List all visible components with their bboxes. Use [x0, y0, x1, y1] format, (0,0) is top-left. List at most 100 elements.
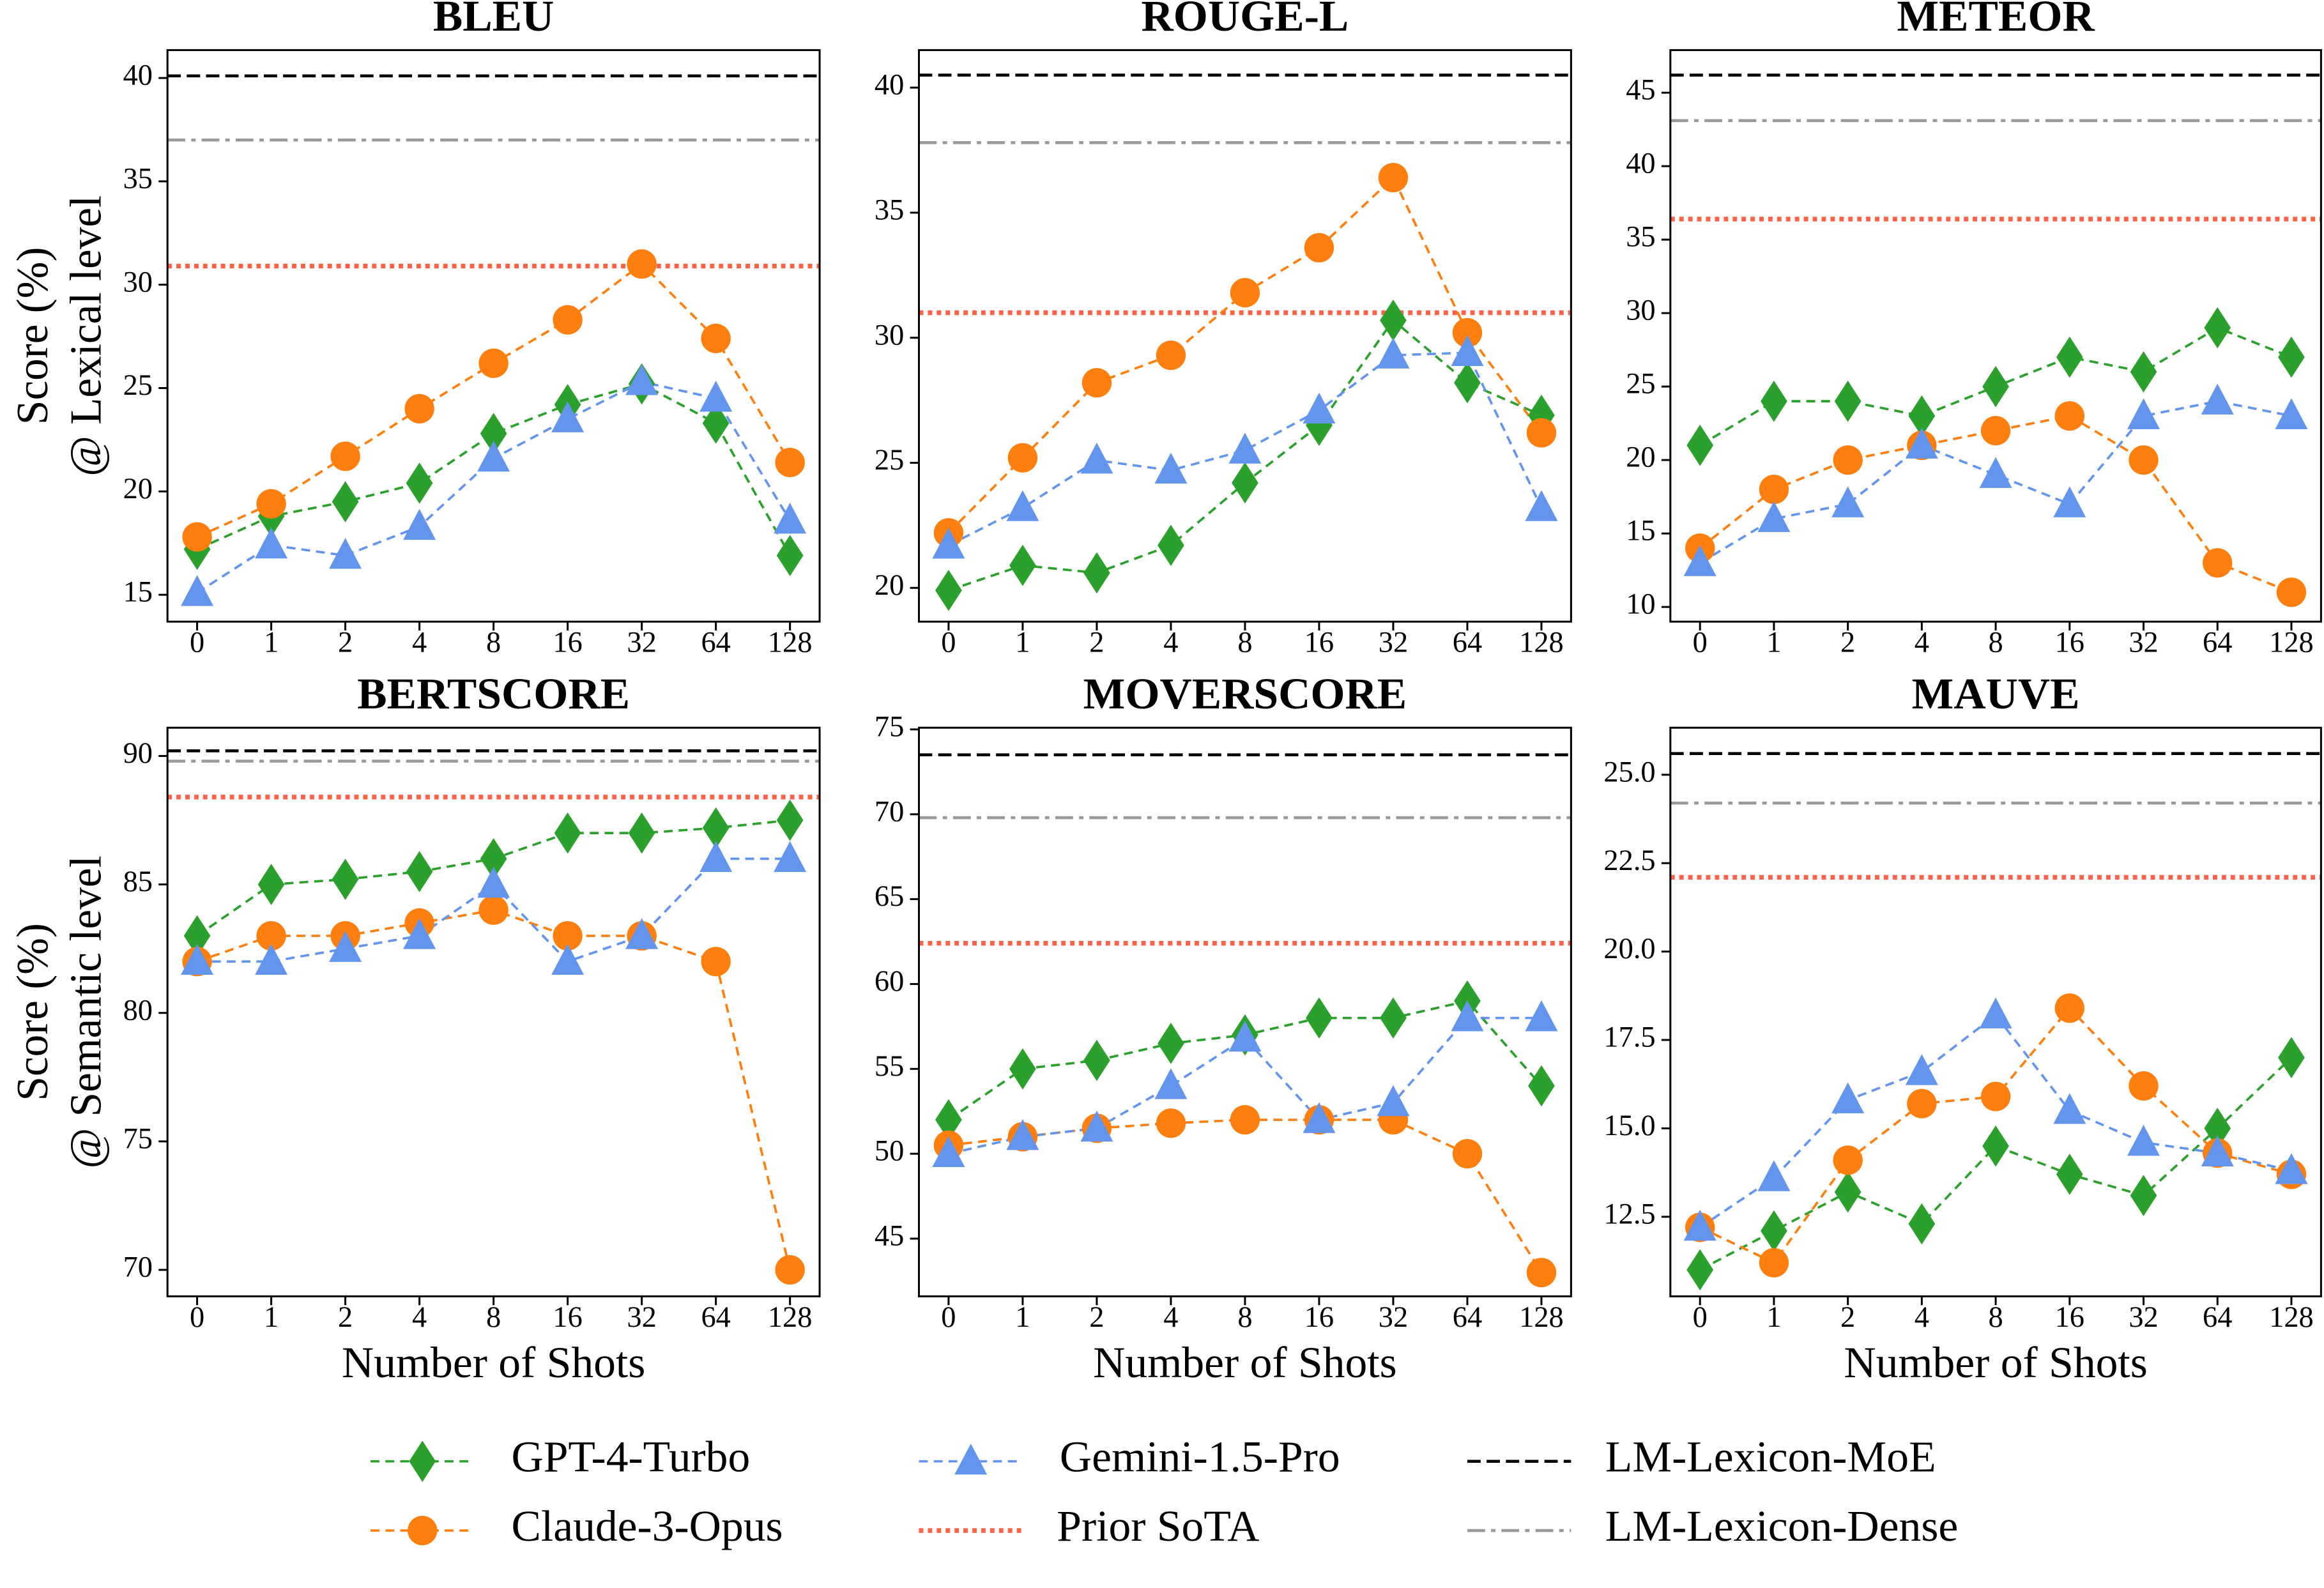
marker: [1228, 1020, 1262, 1052]
marker: [1683, 545, 1716, 576]
plot-frame: [1669, 726, 2322, 1297]
marker: [775, 447, 805, 478]
marker: [1979, 457, 2012, 488]
marker: [2276, 577, 2307, 607]
x-tick-label: 16: [553, 1301, 582, 1334]
y-tick-label: 25.0: [1603, 756, 1655, 789]
marker: [551, 401, 585, 432]
marker: [1007, 443, 1038, 473]
legend-label: Gemini-1.5-Pro: [1060, 1433, 1340, 1482]
marker: [1757, 1160, 1791, 1191]
y-tick-label: 15: [123, 576, 153, 609]
y-tick-label: 20: [123, 473, 153, 505]
marker: [1154, 452, 1188, 484]
x-tick-label: 0: [190, 627, 204, 659]
marker: [554, 812, 581, 854]
marker: [1759, 475, 1789, 505]
marker: [701, 323, 731, 353]
marker: [2275, 1153, 2308, 1184]
x-tick-label: 32: [2129, 627, 2158, 659]
chart-title: METEOR: [1897, 0, 2095, 41]
y-axis-label: @ Semantic level: [61, 855, 111, 1168]
x-tick-label: 8: [1988, 627, 2003, 659]
x-axis-label: Number of Shots: [1844, 1338, 2147, 1387]
x-tick-label: 16: [1304, 627, 1334, 659]
x-tick-label: 32: [627, 1301, 656, 1334]
marker: [1378, 163, 1409, 193]
marker: [776, 799, 804, 841]
series-line: [1699, 1013, 2292, 1228]
x-axis-label: Number of Shots: [1093, 1338, 1396, 1387]
plot-frame: [917, 726, 1572, 1297]
marker: [182, 522, 212, 552]
marker: [329, 931, 362, 962]
y-tick-label: 17.5: [1603, 1021, 1655, 1054]
marker: [2054, 401, 2085, 431]
legend-label: GPT-4-Turbo: [511, 1433, 750, 1482]
marker: [628, 812, 655, 854]
marker: [2056, 336, 2083, 378]
chart-title: ROUGE-L: [1142, 0, 1349, 41]
y-tick-label: 12.5: [1603, 1198, 1655, 1231]
y-tick-label: 15.0: [1603, 1110, 1655, 1142]
marker: [1158, 1023, 1184, 1064]
x-tick-label: 128: [1519, 1301, 1564, 1334]
marker: [1454, 362, 1481, 404]
marker: [1080, 1110, 1113, 1142]
marker: [1082, 368, 1112, 398]
x-tick-label: 64: [2203, 1301, 2232, 1334]
legend-label: Prior SoTA: [1057, 1502, 1259, 1551]
series-line: [1699, 415, 2292, 593]
marker: [1980, 1081, 2011, 1111]
x-tick-label: 16: [1304, 1301, 1334, 1334]
x-tick-label: 32: [1379, 1301, 1408, 1334]
marker: [1156, 340, 1186, 370]
legend-marker: [409, 1440, 436, 1482]
marker: [1982, 1125, 2009, 1167]
x-tick-label: 1: [1015, 1301, 1030, 1334]
marker: [330, 441, 360, 471]
y-tick-label: 65: [875, 880, 904, 913]
marker: [2278, 1037, 2305, 1079]
marker: [2053, 486, 2086, 517]
x-tick-label: 4: [412, 1301, 427, 1334]
legend-marker: [954, 1444, 988, 1475]
marker: [1831, 486, 1865, 517]
y-axis-label: @ Lexical level: [61, 195, 111, 477]
marker: [1380, 300, 1407, 341]
marker: [2130, 351, 2157, 393]
x-tick-label: 0: [1693, 1301, 1708, 1334]
marker: [625, 918, 659, 949]
marker: [1833, 1145, 1863, 1175]
marker: [553, 305, 583, 335]
y-tick-label: 60: [875, 965, 904, 998]
x-tick-label: 64: [701, 627, 730, 659]
marker: [1228, 432, 1262, 464]
marker: [1306, 997, 1333, 1039]
x-tick-label: 8: [1237, 627, 1252, 659]
marker: [2127, 398, 2160, 429]
x-tick-label: 8: [1988, 1301, 2003, 1334]
plot-frame: [166, 726, 821, 1297]
marker: [1982, 365, 2009, 408]
marker: [1757, 501, 1791, 532]
marker: [1905, 1054, 1938, 1085]
x-tick-label: 2: [1089, 1301, 1104, 1334]
marker: [1377, 1085, 1410, 1117]
series-line: [948, 351, 1543, 547]
marker: [1761, 1210, 1787, 1252]
marker: [701, 947, 731, 977]
chart-title: BLEU: [433, 0, 554, 41]
marker: [1158, 524, 1184, 567]
legend-label: LM-Lexicon-Dense: [1605, 1502, 1959, 1551]
x-tick-label: 0: [1693, 627, 1708, 659]
series-line: [196, 262, 791, 538]
marker: [1525, 1000, 1558, 1032]
y-tick-label: 80: [123, 994, 153, 1027]
x-tick-label: 8: [1237, 1301, 1252, 1334]
marker: [932, 528, 965, 559]
marker: [1230, 278, 1260, 308]
y-tick-label: 55: [875, 1050, 904, 1083]
marker: [478, 895, 508, 925]
y-tick-label: 90: [123, 737, 153, 770]
